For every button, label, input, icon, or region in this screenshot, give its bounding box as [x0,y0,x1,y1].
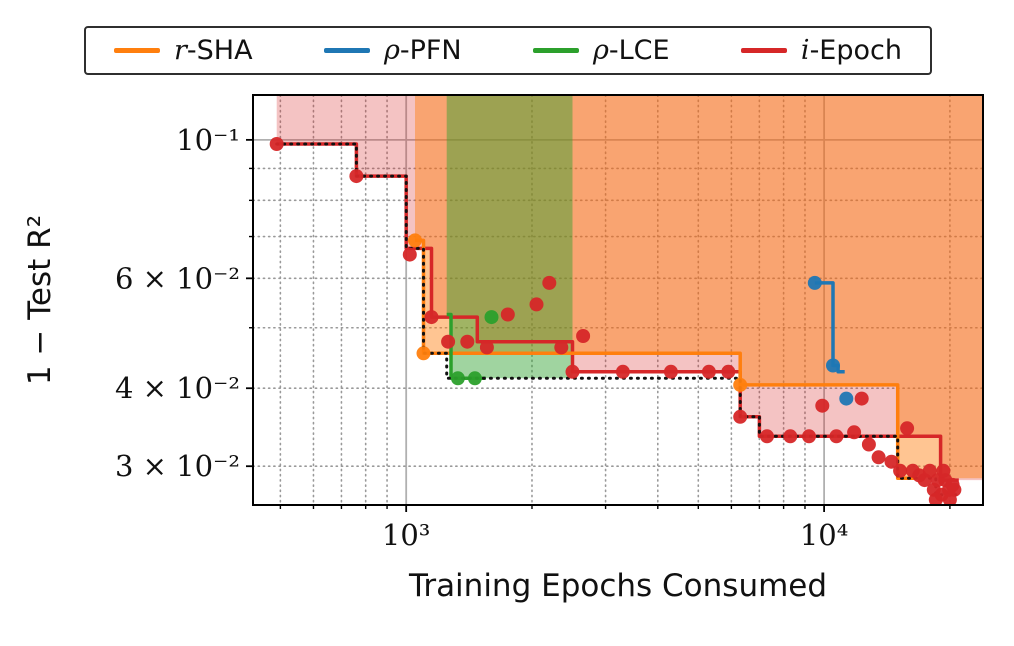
legend-line-swatch [532,48,579,53]
data-point [947,482,962,497]
legend-item--pfn: ρ-PFN [323,35,462,66]
axes-spines [252,94,984,506]
data-point [893,463,908,478]
data-point [542,275,557,290]
data-point [349,169,364,184]
data-point [663,364,678,379]
region-r-SHA-regret [415,95,983,479]
data-point [861,437,876,452]
x-tick-label: 10⁴ [800,518,849,552]
data-point [871,450,886,465]
data-point [826,358,840,373]
legend-label: i-Epoch [800,35,902,66]
legend-line-swatch [114,48,160,53]
data-point [460,334,475,349]
scatter-r-SHA-observations [408,233,748,392]
data-point [802,429,816,444]
y-tick-label: 6 × 10⁻² [115,261,240,295]
data-point [760,429,774,444]
data-point [424,310,439,325]
legend-item--lce: ρ-LCE [532,35,670,66]
data-point [269,137,284,151]
data-point [467,371,482,386]
data-point [408,233,422,248]
data-point [576,329,591,343]
data-point [479,340,494,355]
data-point [854,391,869,406]
data-point [922,463,937,478]
data-point [928,492,943,505]
data-point [701,364,716,379]
scatter-i-Epoch-observations [269,137,962,505]
data-point [839,391,854,406]
data-point [815,398,830,413]
data-point [554,340,569,355]
legend-item-i-epoch: i-Epoch [740,35,902,66]
data-point [500,307,515,322]
data-point [484,310,499,325]
scatter-rho-LCE-observations [450,310,499,386]
data-point [416,346,431,361]
y-tick-label: 4 × 10⁻² [115,371,240,405]
shaded-regions [276,95,983,481]
data-point [733,377,748,392]
data-point [936,463,951,478]
data-point [733,409,748,424]
series-line-incumbent-best [275,142,961,497]
x-tick-label: 10³ [382,518,431,552]
legend: r-SHA ρ-PFN ρ-LCE i-Epoch [84,26,932,75]
data-point [783,429,798,444]
axis-ticks: 10³ 10⁴ 10⁻¹ 6 × 10⁻² 4 × 10⁻² 3 × 10⁻² [115,123,951,552]
legend-label: ρ-PFN [383,35,462,66]
data-point [721,364,736,379]
data-point [441,334,456,349]
scatter-rho-PFN-observations [807,275,854,406]
data-point [900,421,915,436]
data-point [807,275,822,290]
scatter-points [269,137,962,505]
data-point [829,429,844,444]
y-tick-label: 3 × 10⁻² [115,449,240,483]
y-tick-label: 10⁻¹ [176,123,240,157]
data-point [884,454,899,469]
data-point [529,297,544,312]
gridlines [252,94,984,506]
x-axis-label: Training Epochs Consumed [408,568,828,604]
legend-line-swatch [323,48,370,53]
legend-label: ρ-LCE [592,35,670,66]
legend-item-r-sha: r-SHA [114,35,253,66]
legend-line-swatch [740,48,787,53]
y-axis-label: 1 − Test R² [22,214,58,386]
data-point [615,364,630,379]
data-point [565,364,580,379]
legend-label: r-SHA [174,35,253,66]
data-point [450,371,465,386]
data-point [847,425,862,440]
data-point [402,247,417,262]
